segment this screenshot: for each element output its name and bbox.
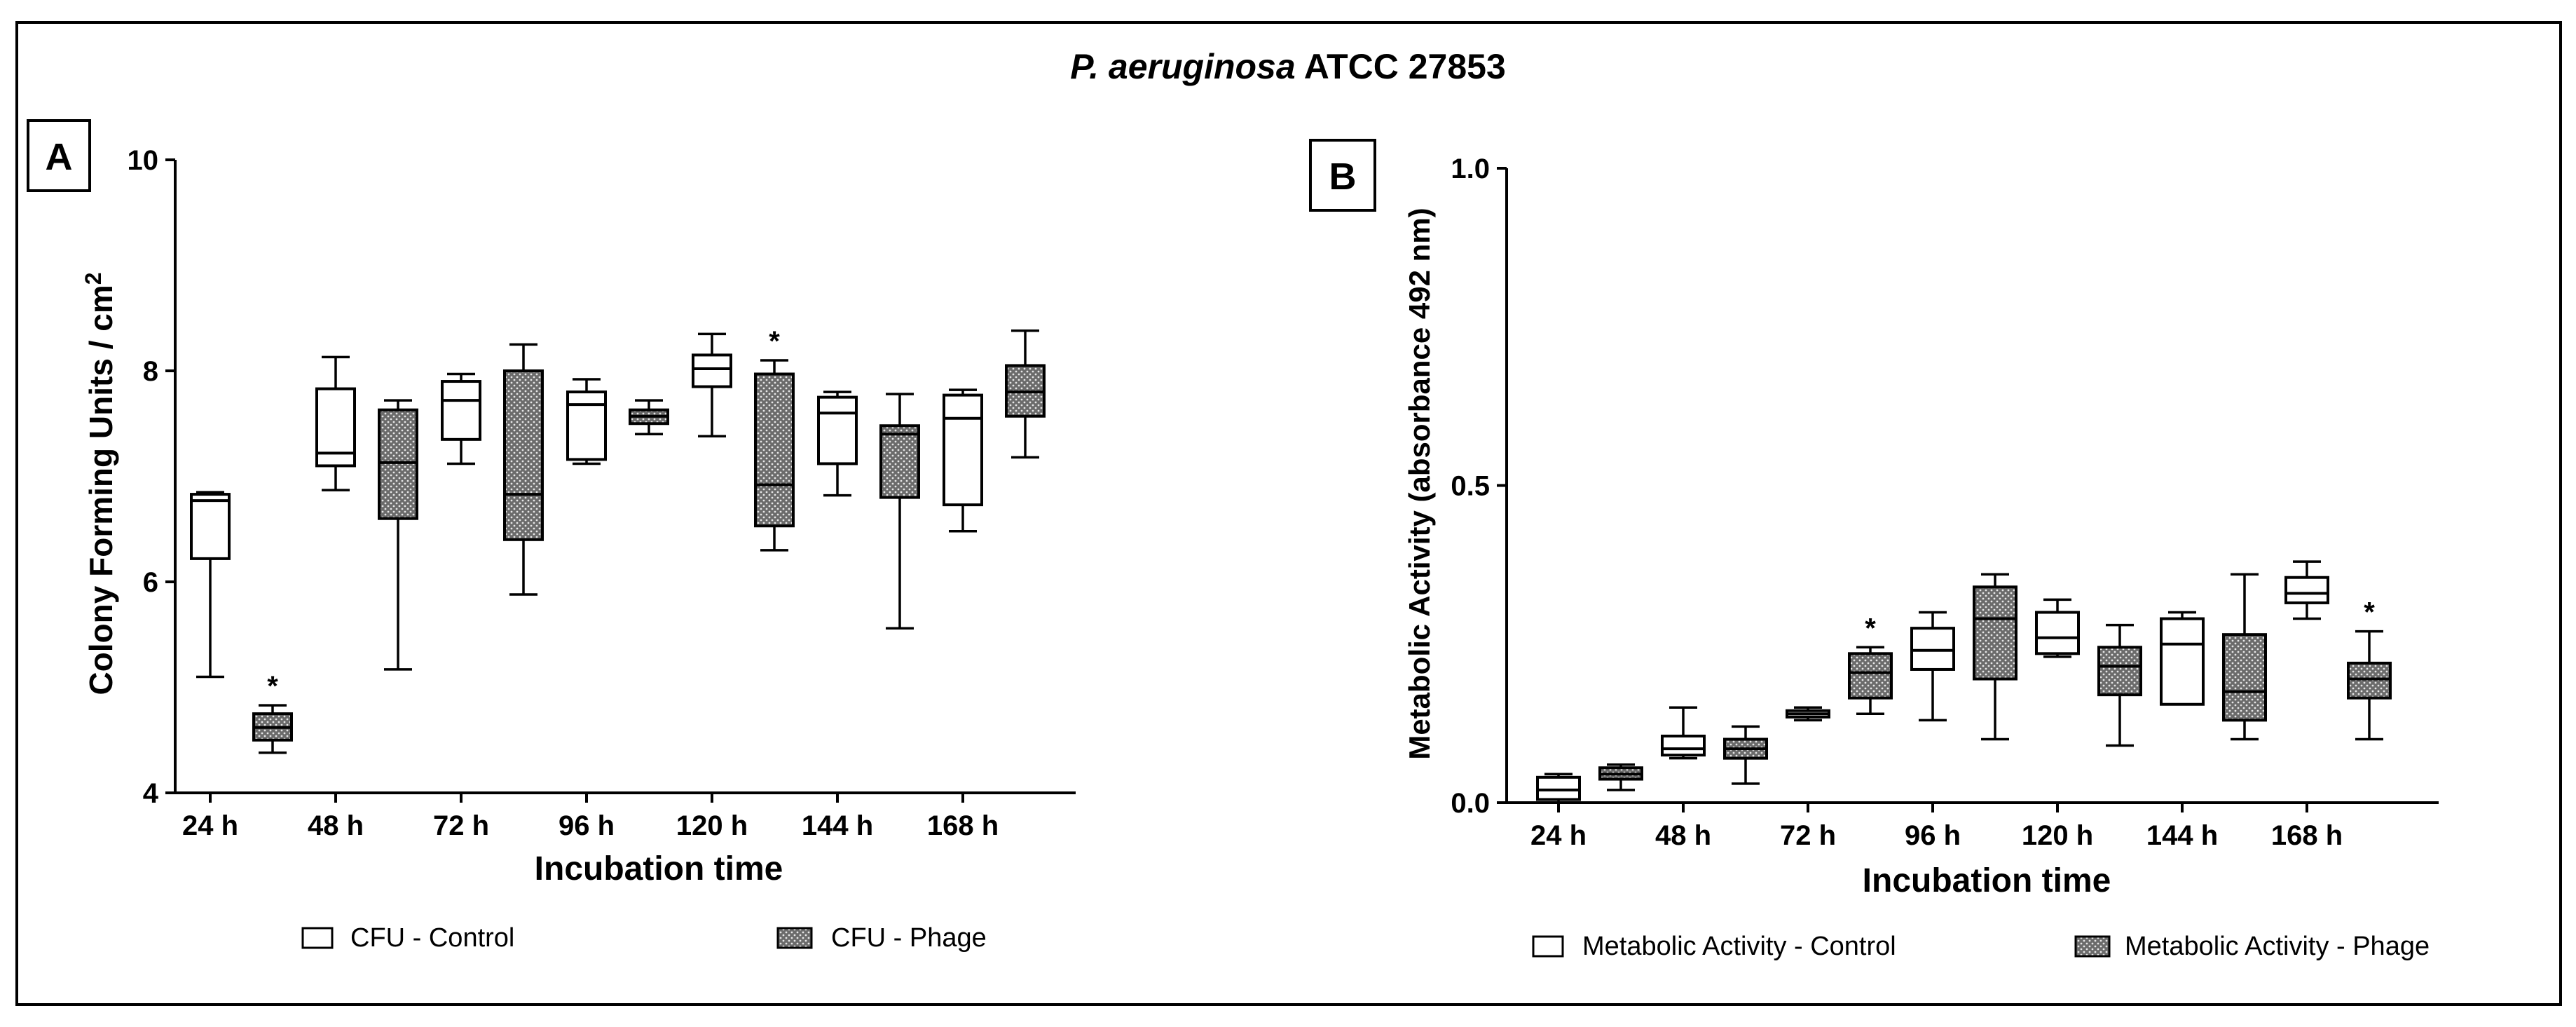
- panel-b-label: B: [1329, 156, 1357, 198]
- panel-b-label-box: [1309, 139, 1376, 212]
- legend-swatch-control-b: [1532, 935, 1564, 958]
- panel-b: B Metabolic Activity (absorbance 492 nm)…: [1309, 139, 2439, 961]
- panel-b-box-control: [2035, 611, 2080, 655]
- panel-a-box-control: [692, 353, 732, 388]
- panel-b-legend: Metabolic Activity - Control Metabolic A…: [1532, 932, 2430, 961]
- panel-a-x-tick-label: 48 h: [308, 810, 364, 841]
- panel-a-significance-marker: *: [267, 671, 278, 702]
- panel-b-box-phage: [1848, 652, 1893, 700]
- panel-b-x-tick-label: 24 h: [1530, 820, 1587, 851]
- panel-a-box-phage: [378, 408, 418, 520]
- legend-swatch-phage-b: [2074, 935, 2111, 958]
- panel-b-y-tick-label: 0.0: [1451, 788, 1490, 819]
- legend-label-control-b: Metabolic Activity - Control: [1582, 932, 1896, 961]
- panel-b-significance-marker: *: [1865, 613, 1876, 644]
- panel-b-x-tick-label: 168 h: [2271, 820, 2343, 851]
- panel-b-x-tick-label: 48 h: [1655, 820, 1711, 851]
- panel-a-box-control: [817, 395, 858, 465]
- panel-b-box-control: [2160, 617, 2205, 706]
- panel-a-x-tick-label: 168 h: [927, 810, 999, 841]
- panel-a-label: A: [46, 136, 73, 178]
- panel-a-box-control: [566, 390, 607, 461]
- panel-b-box-phage: [2347, 661, 2392, 700]
- panel-b-x-tick-label: 120 h: [2022, 820, 2093, 851]
- panel-a-significance-marker: *: [769, 326, 780, 357]
- panel-a-x-axis-label: Incubation time: [535, 850, 783, 887]
- legend-swatch-control-a: [301, 927, 334, 949]
- panel-b-box-phage: [2097, 646, 2142, 697]
- panel-b-y-tick-label: 1.0: [1451, 154, 1490, 184]
- panel-a-x-tick-label: 24 h: [182, 810, 238, 841]
- figure-frame: [15, 21, 2562, 1006]
- panel-a-box-control: [190, 493, 231, 560]
- panel-b-box-phage: [1973, 585, 2017, 681]
- panel-b-x-axis-label: Incubation time: [1863, 862, 2111, 899]
- panel-b-y-axis-label: Metabolic Activity (absorbance 492 nm): [1403, 208, 1436, 759]
- figure-title-rest: ATCC 27853: [1296, 47, 1506, 86]
- panel-a-x-tick-label: 120 h: [676, 810, 748, 841]
- panel-a-x-tick-label: 72 h: [433, 810, 489, 841]
- panel-a-box-phage: [879, 424, 920, 499]
- figure-title-italic: P. aeruginosa: [1070, 47, 1295, 86]
- panel-b-box-control: [1910, 627, 1955, 671]
- panel-a-y-axis-label: Colony Forming Units / cm2: [81, 272, 119, 695]
- panel-a-y-tick-label: 4: [143, 778, 159, 809]
- panel-b-box-control: [1661, 734, 1706, 757]
- panel-b-box-control: [1536, 775, 1581, 801]
- figure-title: P. aeruginosa ATCC 27853: [1070, 47, 1506, 86]
- panel-a-legend: CFU - Control CFU - Phage: [301, 923, 987, 953]
- panel-b-significance-marker: *: [2364, 597, 2375, 628]
- legend-label-phage-b: Metabolic Activity - Phage: [2125, 932, 2430, 961]
- panel-b-x-tick-label: 144 h: [2146, 820, 2218, 851]
- panel-a-box-control: [441, 380, 481, 441]
- panel-b-x-tick-label: 96 h: [1905, 820, 1961, 851]
- panel-a-y-tick-label: 8: [143, 356, 158, 387]
- panel-a-box-phage: [503, 369, 544, 541]
- legend-label-phage-a: CFU - Phage: [831, 923, 987, 953]
- legend-swatch-phage-a: [776, 927, 813, 949]
- legend-label-control-a: CFU - Control: [350, 923, 514, 953]
- panel-b-x-tick-label: 72 h: [1780, 820, 1836, 851]
- panel-a-y-tick-label: 10: [128, 145, 159, 176]
- panel-a-box-control: [943, 393, 983, 507]
- panel-b-box-control: [2284, 576, 2329, 604]
- panel-a-x-tick-label: 144 h: [802, 810, 873, 841]
- panel-a-y-tick-label: 6: [143, 567, 158, 598]
- panel-b-box-phage: [2222, 633, 2267, 722]
- panel-a: A Colony Forming Units / cm2 Incubation …: [27, 119, 1076, 953]
- panel-a-box-phage: [754, 372, 795, 528]
- panel-a-x-tick-label: 96 h: [559, 810, 615, 841]
- panel-a-label-box: [27, 119, 91, 192]
- panel-b-y-tick-label: 0.5: [1451, 471, 1490, 502]
